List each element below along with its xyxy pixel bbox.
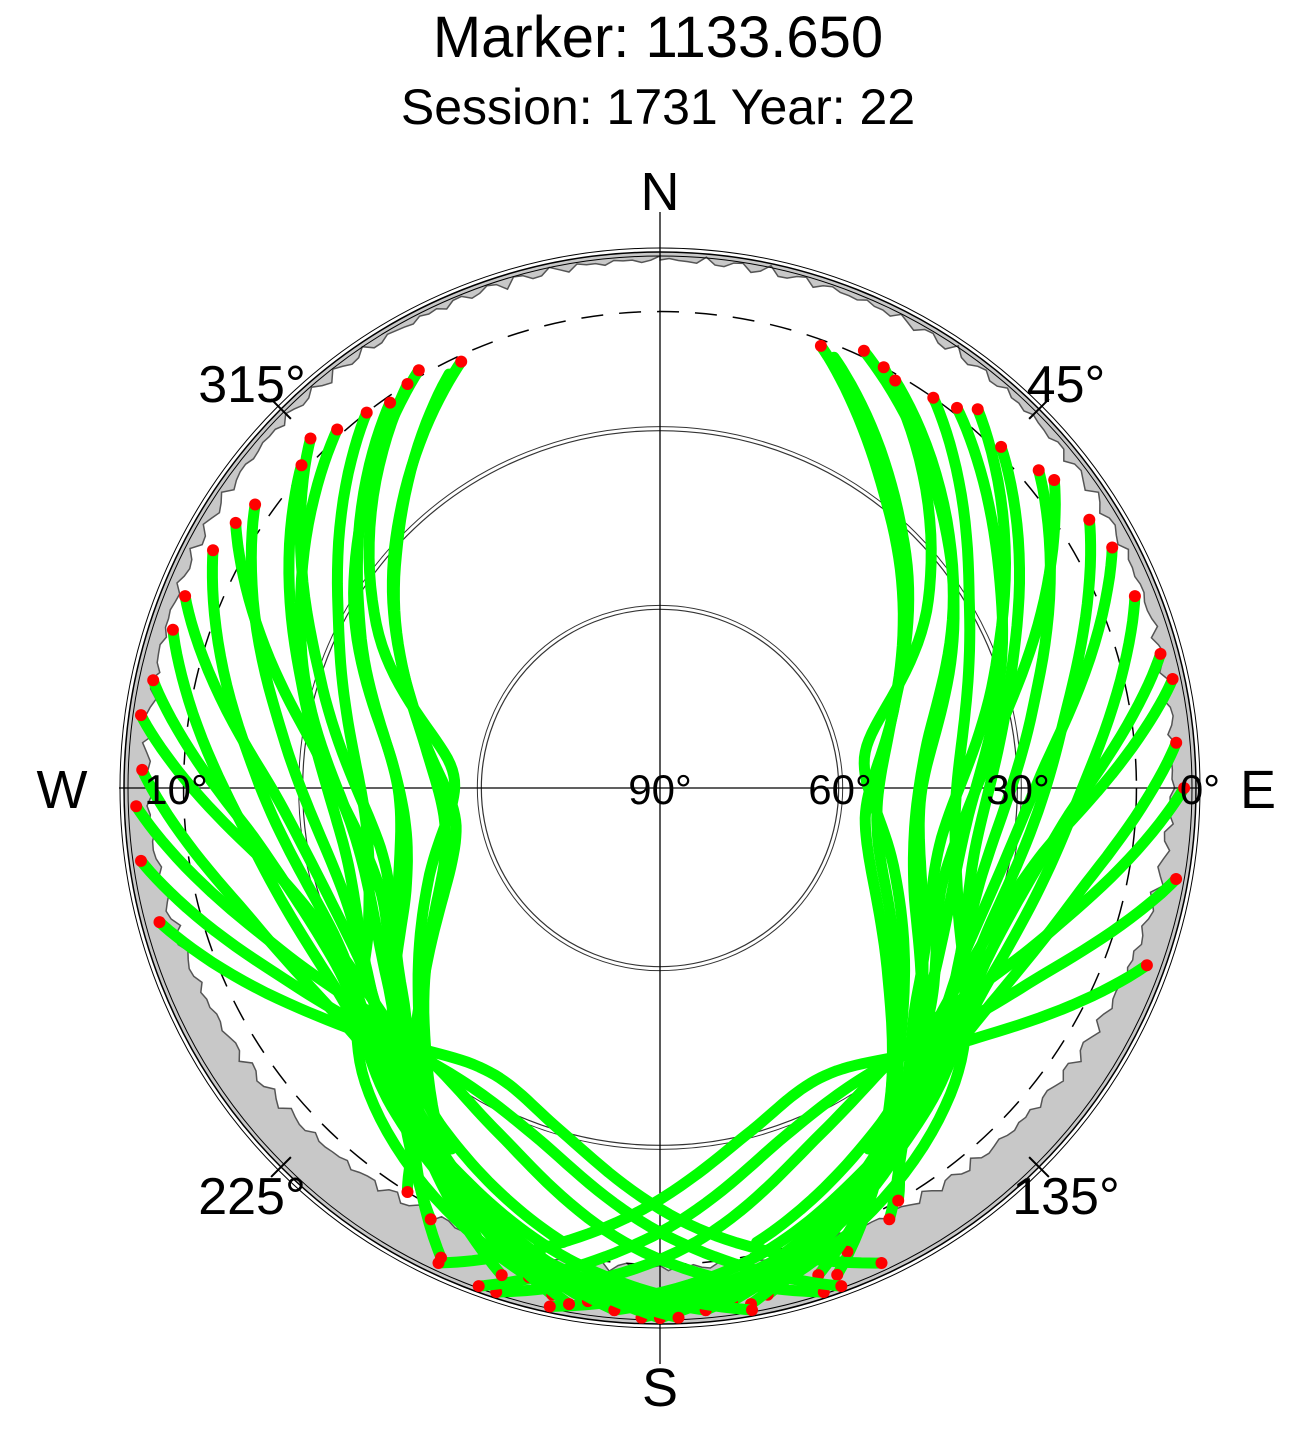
track-23-low-point-1 (401, 1186, 414, 1198)
azimuth-tick-315: 315° (198, 356, 306, 414)
track-31-low-point-0 (207, 544, 219, 557)
satellite-tracks (130, 339, 1191, 1324)
azimuth-tick-mark-225 (270, 1156, 292, 1178)
track-27-low-point-0 (304, 432, 317, 445)
azimuth-tick-mark-315 (270, 398, 292, 420)
track-39-low-point-0 (153, 916, 166, 929)
track-23-low-point-0 (401, 378, 414, 390)
track-33-low-point-1 (672, 1311, 685, 1324)
track-28-low-point-0 (295, 459, 308, 472)
chart-subtitle: Session: 1731 Year: 22 (400, 79, 916, 135)
track-11-low-point-0 (1083, 513, 1096, 526)
track-18-low-point-0 (1170, 873, 1183, 885)
track-20-low-point-0 (455, 355, 468, 368)
elevation-tick-10: 10° (144, 766, 208, 813)
track-3 (858, 361, 937, 1207)
azimuth-tick-45: 45° (1027, 356, 1106, 414)
azimuth-tick-225: 225° (198, 1168, 306, 1226)
track-20-low-point-1 (435, 1251, 447, 1264)
track-37-low-point-0 (130, 800, 143, 813)
track-26-low-point-0 (331, 423, 344, 436)
north-label: N (641, 162, 680, 222)
track-34-low-point-0 (147, 674, 160, 687)
track-36 (136, 764, 758, 1316)
elevation-tick-60: 60° (808, 766, 872, 813)
track-25-low-point-0 (360, 406, 373, 419)
track-35-low-point-0 (135, 709, 147, 722)
track-19-low-point-0 (1140, 959, 1153, 972)
track-15 (751, 673, 1179, 1248)
track-9-low-point-0 (1032, 464, 1045, 477)
track-38-low-point-1 (835, 1280, 848, 1293)
track-24-low-point-1 (495, 1269, 508, 1282)
track-24-low-point-0 (384, 396, 397, 409)
track-2-low-point-1 (883, 1213, 896, 1226)
track-19 (433, 959, 1153, 1269)
track-17-low-point-0 (1178, 782, 1191, 794)
track-12-low-point-0 (1106, 541, 1119, 554)
elevation-tick-0: 0° (1180, 766, 1220, 813)
track-16-low-point-1 (543, 1300, 556, 1313)
track-15-low-point-0 (1166, 673, 1179, 685)
track-17 (490, 782, 1190, 1298)
east-label: E (1240, 760, 1276, 820)
track-33-low-point-0 (166, 623, 179, 636)
track-3-low-point-1 (892, 1194, 905, 1207)
track-27-low-point-1 (563, 1298, 575, 1311)
west-label: W (37, 760, 88, 820)
track-36-low-point-0 (136, 763, 149, 776)
azimuth-tick-mark-45 (1028, 398, 1050, 420)
track-37 (130, 800, 830, 1298)
track-13-low-point-0 (1128, 590, 1141, 603)
track-0-low-point-0 (814, 339, 827, 352)
track-6-low-point-0 (951, 401, 963, 414)
track-8-low-point-0 (995, 440, 1008, 453)
track-38 (135, 855, 847, 1292)
azimuth-tick-mark-135 (1028, 1156, 1050, 1178)
track-39-low-point-1 (875, 1257, 888, 1269)
elevation-tick-90: 90° (628, 766, 692, 813)
track-30-low-point-0 (229, 516, 242, 529)
track-22-low-point-1 (424, 1213, 437, 1226)
track-3-low-point-0 (877, 361, 890, 374)
track-5-low-point-0 (927, 391, 940, 404)
south-label: S (642, 1358, 678, 1418)
track-14-low-point-0 (1154, 647, 1167, 660)
track-22-low-point-0 (412, 364, 425, 377)
elevation-tick-30: 30° (986, 766, 1050, 813)
track-14 (608, 648, 1166, 1316)
chart-title: Marker: 1133.650 (432, 5, 884, 70)
axis-labels: N S W E 45° 135° 225° 315° 0° 30° 60° 90… (37, 162, 1277, 1418)
track-4-low-point-0 (889, 374, 902, 387)
track-18-low-point-1 (472, 1280, 485, 1293)
track-36-low-point-1 (746, 1304, 758, 1316)
track-38-low-point-0 (135, 854, 147, 867)
azimuth-tick-135: 135° (1012, 1168, 1120, 1226)
track-18 (473, 873, 1182, 1292)
track-16-low-point-0 (1170, 736, 1183, 749)
track-39 (154, 916, 887, 1269)
track-29-low-point-0 (249, 498, 262, 511)
track-32-low-point-0 (179, 590, 192, 603)
track-35 (135, 709, 569, 1248)
track-7-low-point-0 (971, 403, 984, 416)
track-2-low-point-0 (857, 344, 870, 357)
track-10-low-point-0 (1048, 474, 1061, 486)
track-0-low-point-1 (831, 1268, 844, 1281)
